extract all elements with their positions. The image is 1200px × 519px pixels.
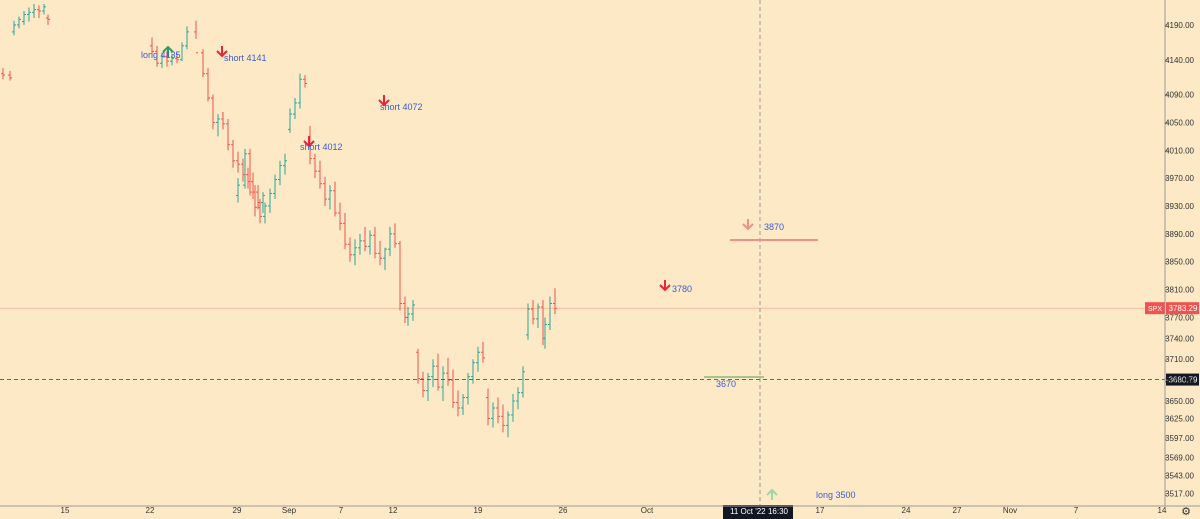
price-tick-label: 3569.00 (1165, 453, 1194, 462)
price-tick-label: 3517.00 (1165, 490, 1194, 499)
annotation-label: 3870 (764, 222, 784, 232)
annotation-label: long 4135 (141, 50, 181, 60)
annotation-arrow (303, 136, 315, 148)
annotation-arrow (766, 488, 778, 500)
annotation-arrow (216, 46, 228, 58)
crosshair-time-badge (723, 505, 793, 519)
time-tick-label: 12 (389, 506, 398, 515)
annotation-label: 3670 (716, 379, 736, 389)
arrow-head (378, 99, 390, 107)
price-tick-label: 3543.00 (1165, 472, 1194, 481)
price-tick-label: 3680.00 (1165, 376, 1194, 385)
time-tick-label: Oct (641, 506, 654, 515)
arrow-head (303, 140, 315, 148)
price-tick-label: 3970.00 (1165, 174, 1194, 183)
price-tick-label: 3625.00 (1165, 414, 1194, 423)
annotation-label: short 4141 (224, 53, 267, 63)
time-tick-label: 7 (339, 506, 344, 515)
crosshair-price-badge (1166, 373, 1199, 386)
time-tick-label: 17 (816, 506, 825, 515)
time-tick-label: 15 (61, 506, 70, 515)
symbol-badge (1145, 302, 1165, 315)
price-tick-label: 3710.00 (1165, 355, 1194, 364)
price-tick-label: 3770.00 (1165, 313, 1194, 322)
price-tick-label: 4140.00 (1165, 56, 1194, 65)
price-axis: 4190.00 4140.00 4090.00 4050.00 4010.00 3970.… (1164, 0, 1195, 506)
price-tick-label: 3597.00 (1165, 434, 1194, 443)
time-tick-label: 22 (146, 506, 155, 515)
time-tick-label: Nov (1003, 506, 1017, 515)
time-tick-label: 26 (559, 506, 568, 515)
price-tick-label: 4010.00 (1165, 146, 1194, 155)
price-tick-label: 4050.00 (1165, 118, 1194, 127)
time-tick-label: 27 (953, 506, 962, 515)
price-tick-label: 3810.00 (1165, 286, 1194, 295)
price-tick-label: 4090.00 (1165, 91, 1194, 100)
crosshair-clock-label: 16:30 (768, 507, 789, 516)
price-tick-label: 4190.00 (1165, 21, 1194, 30)
arrow-head (659, 284, 671, 292)
arrow-head (216, 50, 228, 58)
symbol-label: SPX (1148, 306, 1162, 313)
last-price-badge (1166, 302, 1199, 315)
annotation-label: short 4012 (300, 142, 343, 152)
time-tick-label: Sep (282, 506, 297, 515)
time-tick-label: 24 (902, 506, 911, 515)
annotation-arrow (162, 45, 174, 57)
annotation-arrow (378, 95, 390, 107)
crosshair-price-label: 3680.79 (1169, 376, 1198, 385)
annotation-label: 3780 (672, 284, 692, 294)
arrow-head (766, 488, 778, 496)
price-tick-label: 3850.00 (1165, 258, 1194, 267)
last-price-label: 3783.29 (1169, 304, 1198, 313)
price-tick-label: 3650.00 (1165, 397, 1194, 406)
annotation-arrow (659, 280, 671, 292)
time-tick-label: 29 (233, 506, 242, 515)
gear-icon[interactable]: ⚙ (1181, 505, 1191, 518)
time-tick-label: 14 (1158, 506, 1167, 515)
time-tick-label: 19 (474, 506, 483, 515)
annotation-arrow (742, 219, 754, 231)
arrow-head (742, 223, 754, 231)
crosshair-date-label: 11 Oct '22 (730, 507, 766, 516)
price-tick-label: 3740.00 (1165, 334, 1194, 343)
annotation-label: long 3500 (816, 490, 856, 500)
time-tick-label: 7 (1074, 506, 1079, 515)
price-bars (1, 4, 557, 438)
price-tick-label: 3930.00 (1165, 202, 1194, 211)
arrow-head (162, 45, 174, 53)
time-axis: 15 22 29 Sep 7 12 19 26 Oct 17 24 27 Nov 7 14 (0, 505, 1200, 515)
annotation-label: short 4072 (380, 102, 423, 112)
price-tick-label: 3890.00 (1165, 230, 1194, 239)
